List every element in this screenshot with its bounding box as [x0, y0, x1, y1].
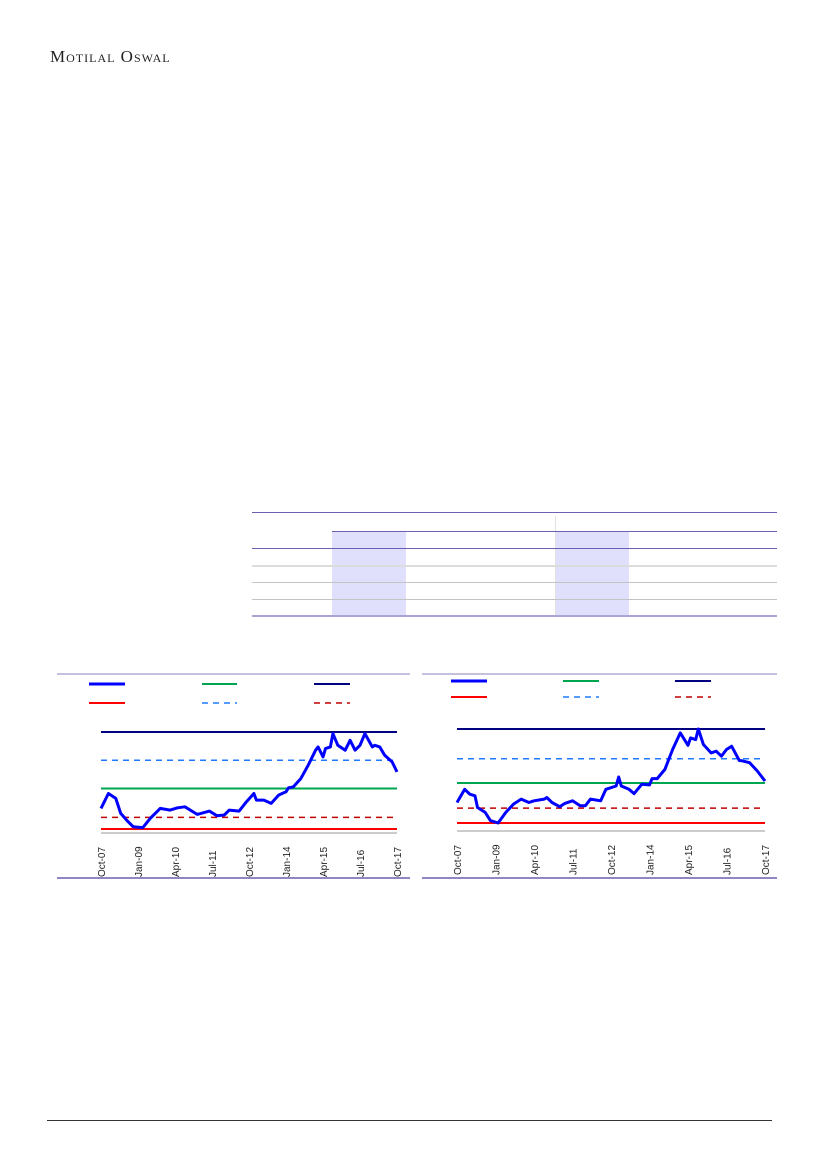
x-tick-label: Oct-12 — [607, 845, 618, 875]
table-shaded-column — [555, 532, 629, 616]
table-top-rule — [252, 512, 777, 513]
x-tick-label: Jul-16 — [356, 849, 367, 877]
x-tick-label: Apr-15 — [319, 847, 330, 877]
x-tick-label: Oct-07 — [97, 847, 108, 877]
x-tick-label: Jan-14 — [282, 846, 293, 877]
x-tick-label: Apr-10 — [171, 847, 182, 877]
x-tick-label: Jul-16 — [723, 847, 734, 875]
table-group-rule — [332, 531, 777, 532]
x-tick-label: Jan-09 — [134, 846, 145, 877]
table-shaded-column — [332, 532, 406, 616]
series-line — [455, 727, 767, 825]
table-row-rule — [252, 582, 777, 583]
x-tick-label: Jul-11 — [208, 850, 219, 877]
motilal-oswal-logo: Motilal Oswal — [50, 47, 171, 66]
table-row-rule — [252, 565, 777, 567]
x-tick-label: Jul-11 — [569, 848, 580, 875]
x-tick-label: Oct-17 — [393, 847, 404, 877]
footer-rule — [47, 1120, 772, 1121]
chart-2: Oct-07 Jan-09 Apr-10 Jul-11 Oct-12 Jan-14 Apr-… — [422, 673, 777, 879]
x-tick-label: Apr-10 — [530, 845, 541, 875]
x-tick-label: Oct-12 — [245, 847, 256, 877]
x-tick-label: Oct-07 — [453, 845, 464, 875]
series-line — [99, 732, 399, 830]
x-tick-label: Oct-17 — [761, 845, 772, 875]
chart-1: Oct-07 Jan-09 Apr-10 Jul-11 Oct-12 Jan-14 Apr-… — [57, 673, 410, 879]
x-tick-label: Jan-14 — [646, 844, 657, 875]
table-bottom-rule — [252, 615, 777, 617]
x-tick-label: Apr-15 — [684, 845, 695, 875]
table-header-rule — [252, 548, 777, 549]
table-row-rule — [252, 599, 777, 600]
x-tick-label: Jan-09 — [492, 844, 503, 875]
